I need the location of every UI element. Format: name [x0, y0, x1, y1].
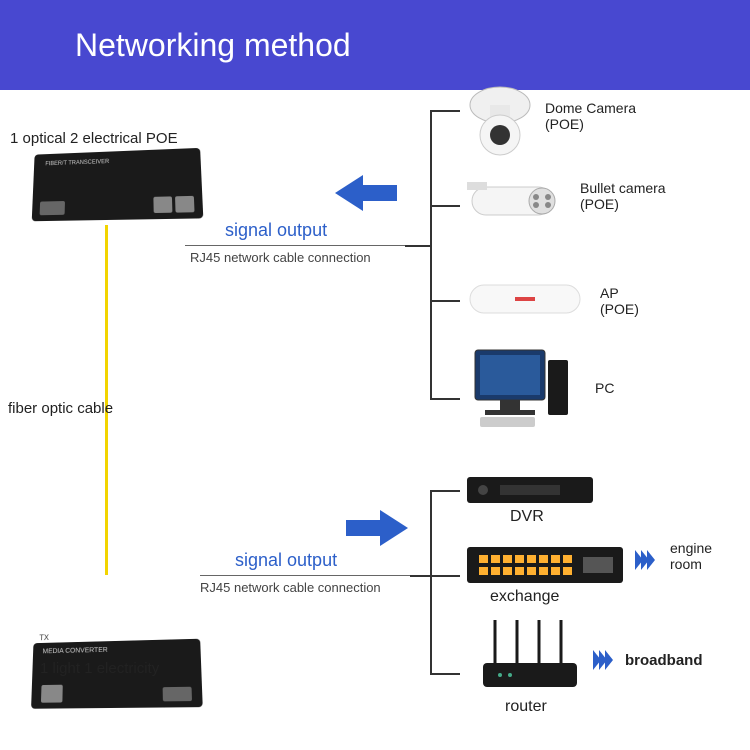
bottom-bracket-main: [410, 575, 430, 577]
exchange-label: exchange: [490, 588, 559, 606]
top-arrow-icon: [335, 175, 363, 211]
bbranch-1: [430, 490, 460, 492]
branch-2: [430, 205, 460, 207]
broadband-label: broadband: [625, 652, 703, 669]
branch-1: [430, 110, 460, 112]
broadband-arrow-icon: [593, 650, 611, 670]
router-icon: [475, 615, 585, 700]
fiber-label: fiber optic cable: [8, 400, 113, 417]
router-label: router: [505, 698, 547, 716]
engine-room-label: engine room: [670, 540, 712, 572]
dvr-icon: [465, 475, 595, 510]
header-bar: Networking method: [0, 0, 750, 90]
bottom-converter-label: 1 light 1 electricity: [40, 660, 159, 677]
bullet-camera-label: Bullet camera (POE): [580, 180, 666, 212]
bottom-underline: [200, 575, 410, 576]
branch-3: [430, 300, 460, 302]
bottom-bracket-vertical: [430, 490, 432, 675]
top-bracket-vertical: [430, 110, 432, 400]
dome-camera-icon: [465, 85, 535, 165]
bbranch-2: [430, 575, 460, 577]
top-underline: [185, 245, 405, 246]
engine-room-arrow-icon: [635, 550, 653, 570]
bottom-arrow-icon: [380, 510, 408, 546]
top-bracket-main: [405, 245, 430, 247]
top-converter-label: 1 optical 2 electrical POE: [10, 130, 178, 147]
bullet-camera-icon: [462, 172, 572, 232]
dome-camera-label: Dome Camera (POE): [545, 100, 636, 132]
top-signal-label: signal output: [225, 220, 327, 241]
top-connection-label: RJ45 network cable connection: [190, 250, 371, 265]
page-title: Networking method: [75, 27, 351, 64]
exchange-icon: [465, 545, 625, 590]
ap-device-icon: [465, 275, 585, 325]
bottom-signal-label: signal output: [235, 550, 337, 571]
bottom-connection-label: RJ45 network cable connection: [200, 580, 381, 595]
bbranch-3: [430, 673, 460, 675]
ap-label: AP (POE): [600, 285, 639, 317]
pc-label: PC: [595, 380, 614, 396]
diagram-canvas: 1 optical 2 electrical POE FIBER/T TRANS…: [0, 90, 750, 750]
top-media-converter: FIBER/T TRANSCEIVER: [32, 148, 204, 221]
branch-4: [430, 398, 460, 400]
pc-device-icon: [470, 345, 570, 435]
dvr-label: DVR: [510, 508, 544, 526]
